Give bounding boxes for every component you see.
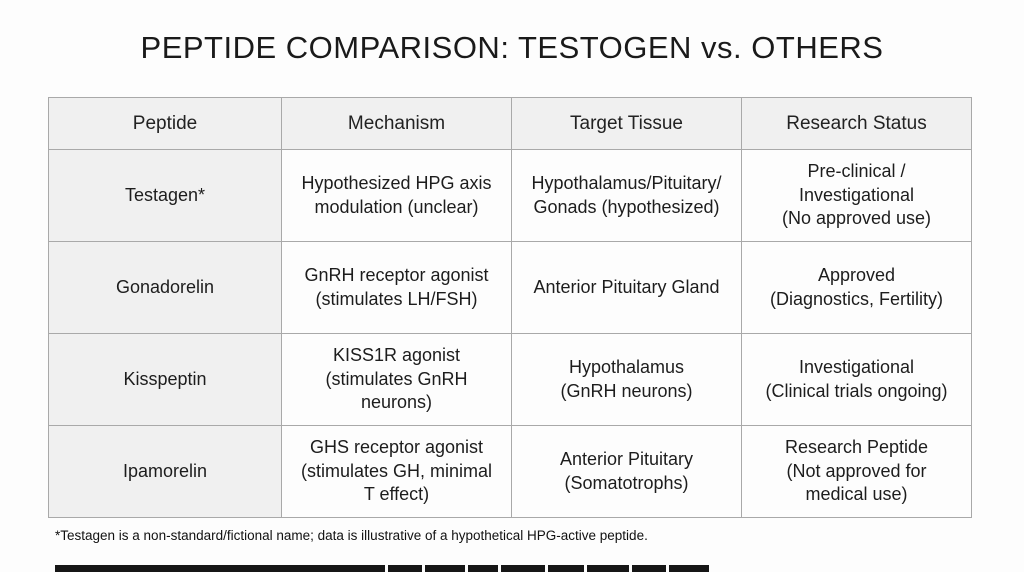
table-row-ipamorelin: Ipamorelin GHS receptor agonist (stimula… — [48, 425, 972, 518]
column-header-target-tissue: Target Tissue — [511, 97, 742, 150]
progress-segment — [587, 565, 629, 572]
cell-target-tissue: Anterior Pituitary (Somatotrophs) — [511, 425, 742, 518]
progress-segment — [548, 565, 584, 572]
cell-peptide: Kisspeptin — [48, 333, 282, 426]
cell-target-tissue: Hypothalamus (GnRH neurons) — [511, 333, 742, 426]
footnote: *Testagen is a non-standard/fictional na… — [55, 528, 648, 543]
cell-research-status: Investigational (Clinical trials ongoing… — [741, 333, 972, 426]
page-title: PEPTIDE COMPARISON: TESTOGEN vs. OTHERS — [140, 30, 884, 65]
table-row-kisspeptin: Kisspeptin KISS1R agonist (stimulates Gn… — [48, 333, 972, 426]
cell-peptide: Testagen* — [48, 149, 282, 242]
table-header-row: Peptide Mechanism Target Tissue Research… — [48, 97, 972, 150]
peptide-comparison-table: Peptide Mechanism Target Tissue Research… — [48, 97, 972, 518]
cell-research-status: Approved (Diagnostics, Fertility) — [741, 241, 972, 334]
table-row-gonadorelin: Gonadorelin GnRH receptor agonist (stimu… — [48, 241, 972, 334]
cell-research-status: Pre-clinical / Investigational (No appro… — [741, 149, 972, 242]
cell-mechanism: GnRH receptor agonist (stimulates LH/FSH… — [281, 241, 512, 334]
cell-mechanism: KISS1R agonist (stimulates GnRH neurons) — [281, 333, 512, 426]
column-header-mechanism: Mechanism — [281, 97, 512, 150]
cell-target-tissue: Hypothalamus/Pituitary/ Gonads (hypothes… — [511, 149, 742, 242]
progress-segment — [425, 565, 465, 572]
column-header-peptide: Peptide — [48, 97, 282, 150]
progress-segment — [669, 565, 709, 572]
cell-peptide: Gonadorelin — [48, 241, 282, 334]
cell-target-tissue: Anterior Pituitary Gland — [511, 241, 742, 334]
cell-mechanism: Hypothesized HPG axis modulation (unclea… — [281, 149, 512, 242]
progress-segment — [632, 565, 666, 572]
column-header-research-status: Research Status — [741, 97, 972, 150]
progress-segment — [501, 565, 545, 572]
progress-segment — [55, 565, 385, 572]
progress-segment — [468, 565, 498, 572]
cell-research-status: Research Peptide (Not approved for medic… — [741, 425, 972, 518]
cell-mechanism: GHS receptor agonist (stimulates GH, min… — [281, 425, 512, 518]
cell-peptide: Ipamorelin — [48, 425, 282, 518]
table-row-testagen: Testagen* Hypothesized HPG axis modulati… — [48, 149, 972, 242]
video-progress-bar[interactable] — [55, 565, 709, 572]
progress-segment — [388, 565, 422, 572]
